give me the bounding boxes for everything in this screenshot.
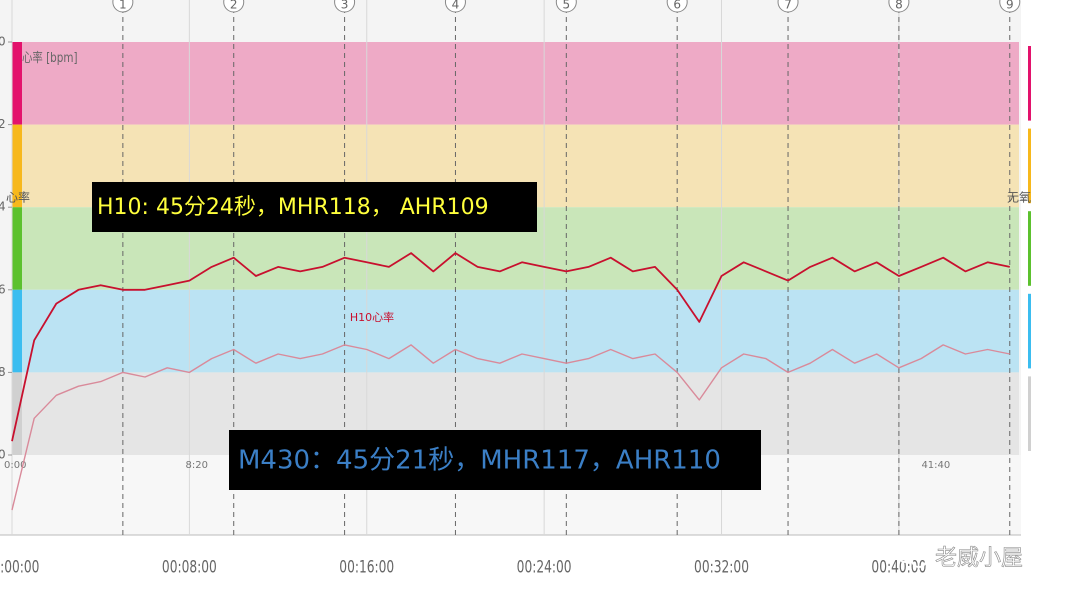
lap-marker xyxy=(777,0,799,13)
zone-strip xyxy=(12,124,22,208)
lap-label: 2 xyxy=(230,0,238,12)
y-tick-label: 4 xyxy=(0,200,6,214)
x-tick-label: 00:08:00 xyxy=(162,558,217,578)
zone-strip-right xyxy=(1028,46,1031,121)
annotation-box xyxy=(229,430,761,490)
x-tick-label: 00:32:00 xyxy=(694,558,749,578)
x-tick-label: 00:00:00 xyxy=(0,558,39,578)
lap-label: 3 xyxy=(341,0,349,12)
zone-strip-right xyxy=(1028,293,1031,369)
lap-marker xyxy=(112,0,134,13)
y-tick-label: 6 xyxy=(0,282,6,296)
zone-strip xyxy=(12,372,22,455)
lap-label: 5 xyxy=(562,0,570,12)
lap-marker xyxy=(999,0,1021,13)
x-tick-label: 00:24:00 xyxy=(517,558,572,578)
zone-strip-right xyxy=(1028,376,1031,451)
lap-label: 7 xyxy=(784,0,792,12)
watermark: 老威小屋 xyxy=(935,546,1023,571)
axis-label: 心率 [bpm] xyxy=(22,50,78,65)
lap-marker xyxy=(444,0,466,13)
zone-strip xyxy=(12,42,22,125)
annotation-box xyxy=(92,182,537,232)
lap-label: 4 xyxy=(452,0,460,12)
lap-marker xyxy=(223,0,245,13)
annotation: M430：45分21秒，MHR117，AHR110 xyxy=(238,446,721,476)
lap-label: 8 xyxy=(895,0,903,12)
inner-x-tick-label: 8:20 xyxy=(186,460,208,471)
series-label: H10心率 xyxy=(350,310,394,324)
lap-label: 6 xyxy=(673,0,681,12)
zone-strip xyxy=(12,207,22,290)
annotation: H10: 45分24秒，MHR118， AHR109 xyxy=(97,195,489,220)
inner-x-tick-label: 0:00 xyxy=(4,460,26,471)
lap-label: 1 xyxy=(119,0,127,12)
watermark-icon xyxy=(896,543,916,563)
y-tick-label: 8 xyxy=(0,365,6,379)
hr-line xyxy=(11,252,1010,442)
hr-line xyxy=(11,344,1010,511)
lap-marker xyxy=(888,0,910,13)
lap-label: 9 xyxy=(1006,0,1014,12)
background xyxy=(0,0,1031,536)
x-tick-label: 00:16:00 xyxy=(339,558,394,578)
zone-band xyxy=(22,42,1019,125)
y-tick-label: 0 xyxy=(0,448,6,462)
watermark-icon xyxy=(911,552,927,568)
zone-band xyxy=(22,289,1019,373)
left-label: 心率 xyxy=(6,190,30,205)
inner-x-tick-label: 41:40 xyxy=(921,460,950,471)
zone-strip-right xyxy=(1028,211,1031,286)
lap-marker xyxy=(666,0,688,13)
lap-marker xyxy=(555,0,577,13)
zone-strip-right xyxy=(1028,128,1031,204)
right-label: 无氧 xyxy=(1007,191,1031,205)
lap-marker xyxy=(334,0,356,13)
y-tick-label: 0 xyxy=(0,35,6,49)
y-tick-label: 2 xyxy=(0,117,6,131)
zone-strip xyxy=(12,289,22,373)
